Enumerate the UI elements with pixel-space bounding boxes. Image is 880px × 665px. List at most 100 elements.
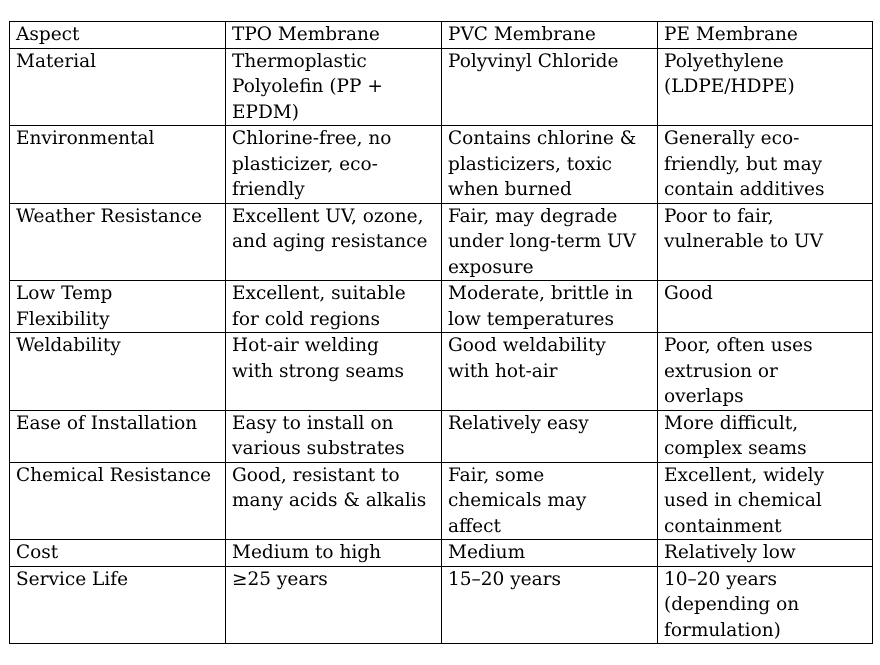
cell-line: Relatively easy [448, 412, 589, 434]
cell-line: Service Life [16, 568, 129, 590]
table-cell-aspect: Service Life [9, 565, 226, 644]
table-cell-tpo: Good, resistant to many acids & alkalis [225, 461, 442, 540]
table-cell-pe: Excellent, widely used in chemical contain… [657, 461, 873, 540]
table-cell-aspect: Weather Resistance [9, 202, 226, 281]
cell-line: Moderate, brittle in [448, 283, 633, 304]
cell-line: Medium to high [232, 542, 382, 563]
table-cell-aspect: Weldability [9, 332, 226, 411]
table-cell-tpo: Thermoplastic Polyolefin (PP + EPDM) [225, 47, 442, 126]
header-cell-pe: PE Membrane [657, 21, 873, 49]
cell-line: Low Temp [16, 283, 113, 304]
cell-line: Good [664, 283, 713, 304]
cell-line: extrusion or [664, 360, 778, 382]
cell-line: many acids & alkalis [232, 490, 427, 511]
cell-line: More difficult, [664, 412, 799, 434]
cell-line: (LDPE/HDPE) [664, 76, 795, 97]
cell-line: Chlorine-free, no [232, 128, 392, 149]
table-cell-pvc: Moderate, brittle in low temperatures [441, 280, 658, 333]
membrane-comparison-table: Aspect TPO Membrane PVC Membrane PE Memb… [9, 21, 873, 644]
cell-line: 15–20 years [448, 568, 561, 590]
cell-line: low temperatures [448, 308, 614, 330]
cell-line: complex seams [664, 438, 807, 459]
cell-line: Ease of Installation [16, 412, 198, 434]
cell-line: Excellent, suitable [232, 283, 406, 304]
table-cell-aspect: Material [9, 47, 226, 126]
table-cell-pvc: Fair, some chemicals may affect [441, 461, 658, 540]
cell-line: Polyvinyl Chloride [448, 50, 619, 72]
cell-line: Weather Resistance [16, 205, 202, 227]
table-cell-aspect: Ease of Installation [9, 409, 226, 463]
cell-line: Fair, may degrade [448, 205, 618, 227]
table-row: Material Thermoplastic Polyolefin (PP + EPD… [9, 47, 873, 126]
cell-line: plasticizer, eco- [232, 153, 378, 175]
cell-line: chemicals may [448, 490, 587, 511]
cell-line: friendly, but may [664, 153, 823, 175]
table-header-row: Aspect TPO Membrane PVC Membrane PE Memb… [9, 21, 873, 49]
table-row: Chemical Resistance Good, resistant to man… [9, 461, 873, 540]
cell-line: Chemical Resistance [16, 464, 212, 486]
table-cell-pvc: Fair, may degrade under long-term UV expos… [441, 202, 658, 281]
cell-line: affect [448, 515, 501, 537]
table-row: Ease of Installation Easy to install on va… [9, 409, 873, 463]
header-cell-pvc: PVC Membrane [441, 21, 658, 49]
cell-line: Polyethylene [664, 50, 784, 72]
table-cell-tpo: Excellent UV, ozone, and aging resistance [225, 202, 442, 281]
cell-line: various substrates [232, 438, 405, 459]
cell-line: Thermoplastic [232, 50, 367, 72]
cell-line: Cost [16, 542, 59, 563]
header-cell-tpo: TPO Membrane [225, 21, 442, 49]
table-cell-pvc: Relatively easy [441, 409, 658, 463]
table-cell-pe: Poor, often uses extrusion or overlaps [657, 332, 873, 411]
cell-line: Material [16, 50, 97, 72]
cell-line: used in chemical [664, 490, 822, 511]
table-cell-tpo: ≥25 years [225, 565, 442, 644]
cell-line: Poor to fair, [664, 205, 774, 227]
cell-line: for cold regions [232, 308, 380, 330]
cell-line: and aging resistance [232, 231, 428, 252]
table-body: Aspect TPO Membrane PVC Membrane PE Memb… [9, 21, 873, 644]
cell-line: Flexibility [16, 308, 110, 330]
cell-line: Excellent, widely [664, 464, 825, 486]
cell-line: (depending on [664, 594, 800, 615]
cell-line: Weldability [16, 335, 121, 356]
table-row: Service Life ≥25 years 15–20 years 10–20 ye… [9, 565, 873, 644]
cell-line: vulnerable to UV [664, 231, 824, 252]
cell-line: 10–20 years [664, 568, 777, 590]
cell-line: Relatively low [664, 542, 796, 563]
comparison-table-wrapper: Aspect TPO Membrane PVC Membrane PE Memb… [9, 21, 873, 644]
table-cell-pvc: Good weldability with hot-air [441, 332, 658, 411]
cell-line: friendly [232, 179, 305, 200]
table-cell-pvc: Polyvinyl Chloride [441, 47, 658, 126]
cell-line: Excellent UV, ozone, [232, 205, 424, 227]
table-cell-aspect: Chemical Resistance [9, 461, 226, 540]
table-cell-aspect: Cost [9, 539, 226, 567]
cell-line: Medium [448, 542, 526, 563]
cell-line: EPDM) [232, 101, 299, 123]
table-cell-pe: Relatively low [657, 539, 873, 567]
cell-line: Good weldability [448, 335, 606, 356]
cell-line: Polyolefin (PP + [232, 76, 383, 97]
cell-line: Generally eco- [664, 128, 800, 149]
table-cell-pvc: 15–20 years [441, 565, 658, 644]
table-cell-tpo: Easy to install on various substrates [225, 409, 442, 463]
cell-line: exposure [448, 256, 534, 278]
table-row: Weather Resistance Excellent UV, ozone, an… [9, 202, 873, 281]
cell-line: Poor, often uses [664, 335, 813, 356]
table-cell-aspect: Low Temp Flexibility [9, 280, 226, 333]
cell-line: when burned [448, 179, 572, 200]
table-cell-pe: Polyethylene (LDPE/HDPE) [657, 47, 873, 126]
cell-line: plasticizers, toxic [448, 153, 612, 175]
cell-line: Contains chlorine & [448, 128, 637, 149]
table-cell-pe: Poor to fair, vulnerable to UV [657, 202, 873, 281]
table-row: Environmental Chlorine-free, no plasticize… [9, 125, 873, 204]
cell-line: Fair, some [448, 464, 545, 486]
cell-line: overlaps [664, 386, 744, 407]
table-cell-aspect: Environmental [9, 125, 226, 204]
cell-line: ≥25 years [232, 568, 328, 590]
cell-line: Hot-air welding [232, 335, 379, 356]
cell-line: Good, resistant to [232, 464, 400, 486]
cell-line: with strong seams [232, 360, 405, 382]
table-row: Cost Medium to high Medium Relatively low [9, 539, 873, 567]
table-cell-pvc: Contains chlorine & plasticizers, toxic wh… [441, 125, 658, 204]
table-cell-pe: Generally eco-friendly, but may contain a… [657, 125, 873, 204]
